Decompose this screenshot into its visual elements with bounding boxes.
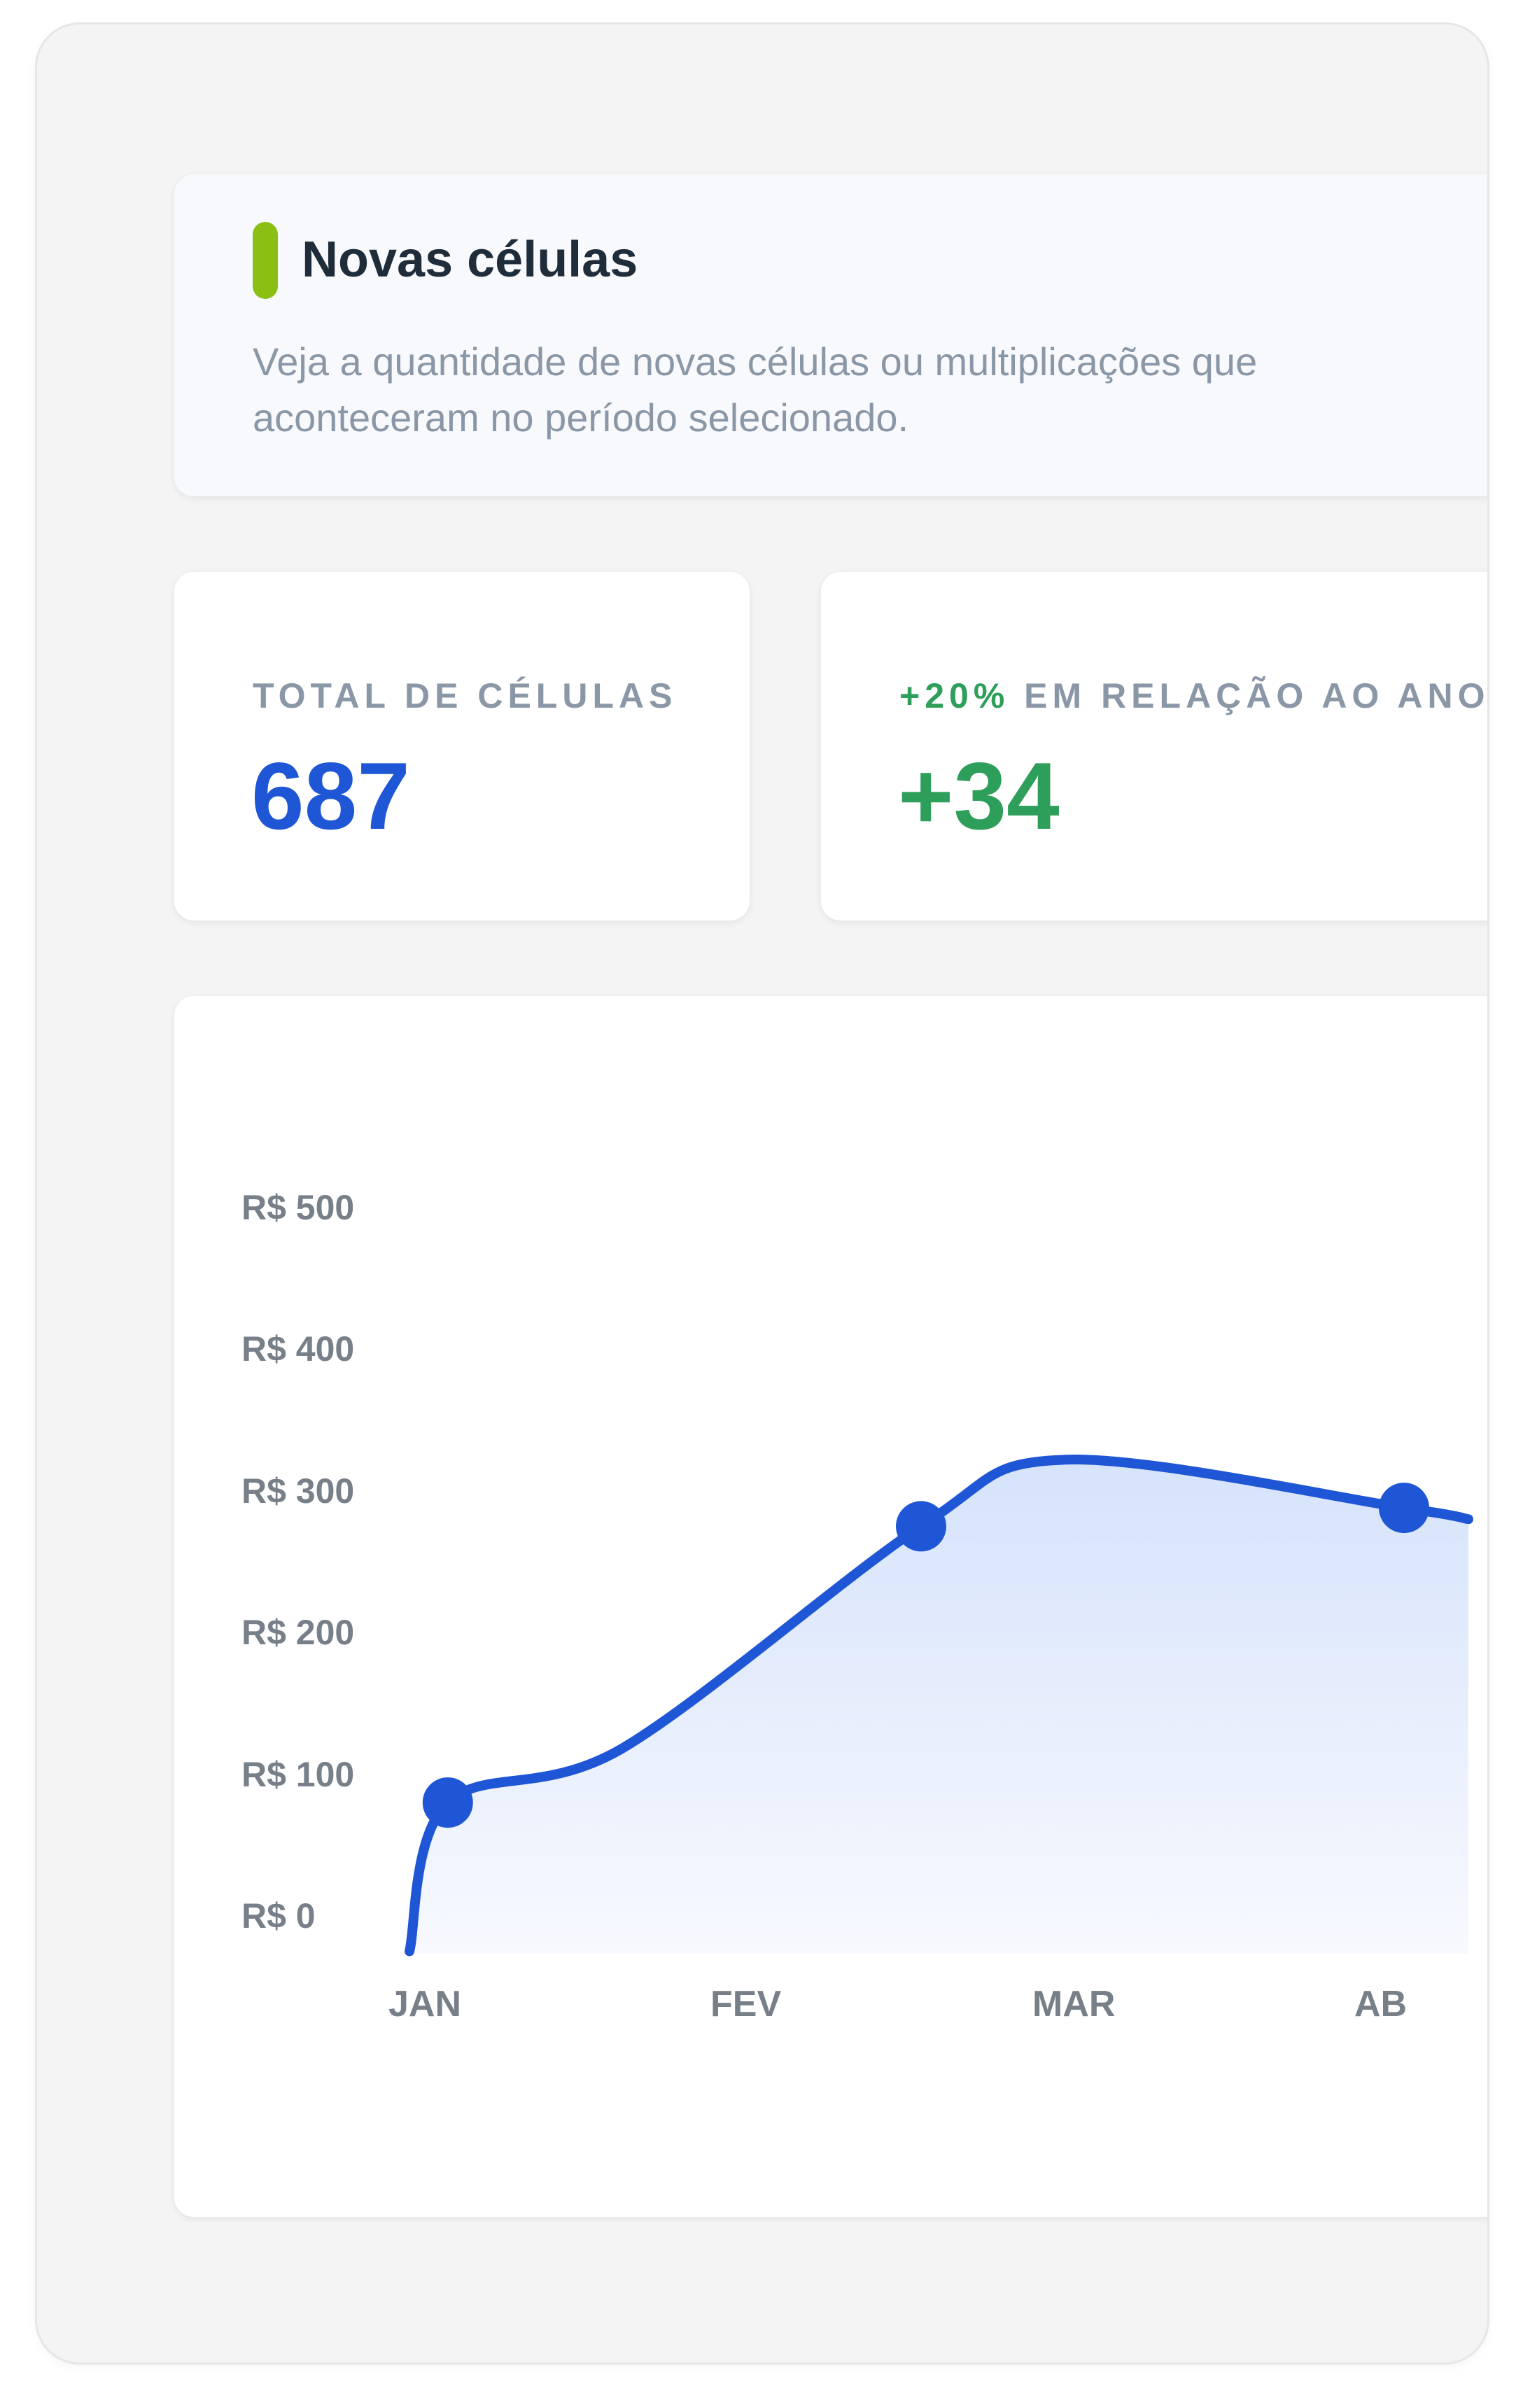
stat-growth-value: +34 [898,743,1060,849]
stat-growth-label: +20% EM RELAÇÃO AO ANO [899,676,1489,716]
y-tick-label: R$ 0 [241,1896,316,1935]
app-frame: Novas células Veja a quantidade de novas… [35,22,1489,2365]
x-tick-label: AB [1354,1984,1408,2024]
data-point[interactable] [422,1777,473,1828]
y-tick-label: R$ 100 [241,1754,355,1794]
x-tick-label: JAN [388,1984,462,2024]
y-tick-label: R$ 300 [241,1471,355,1511]
title-accent-bar [253,222,278,299]
stat-growth-percent: +20% [899,676,1010,715]
line-chart [405,1455,1473,1956]
data-point[interactable] [1379,1483,1429,1534]
chart-card: R$ 500 R$ 400 R$ 300 R$ 200 R$ 100 R$ 0 JAN FEV… [174,996,1487,2217]
page-title: Novas células [302,232,638,288]
data-point[interactable] [896,1501,946,1552]
y-tick-label: R$ 200 [241,1613,355,1653]
stat-card-growth: +20% EM RELAÇÃO AO ANO +34 [821,572,1489,920]
x-tick-label: MAR [1032,1984,1116,2024]
header-card: Novas células Veja a quantidade de novas… [174,174,1487,496]
area-fill [409,1460,1468,1954]
stat-card-total: TOTAL DE CÉLULAS 687 [174,572,750,920]
x-tick-label: FEV [710,1984,782,2024]
stat-total-label: TOTAL DE CÉLULAS [253,676,678,715]
y-tick-label: R$ 500 [241,1188,355,1227]
y-tick-label: R$ 400 [241,1329,355,1369]
page-description: Veja a quantidade de novas células ou mu… [253,340,1258,440]
stat-total-value: 687 [251,743,410,849]
stat-growth-label-text: EM RELAÇÃO AO ANO [1009,676,1489,715]
